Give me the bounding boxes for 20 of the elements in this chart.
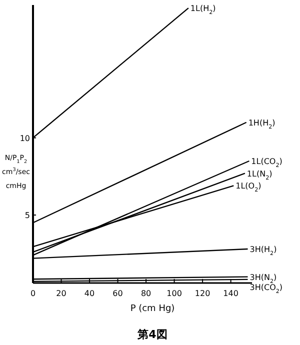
text: 第4図 (136, 328, 168, 341)
series-label: 3H(N$_{2}$) (250, 272, 277, 285)
series-label: 3H(CO$_{2}$) (250, 282, 283, 295)
x-tick-label: 100 (166, 289, 182, 298)
series-label: 1L(CO$_{2}$) (251, 156, 282, 169)
series-label: 1L(H$_{2}$) (190, 4, 216, 16)
x-tick-label: 20 (56, 289, 66, 298)
x-tick-label: 80 (140, 289, 152, 298)
series-label: 1L(O$_{2}$) (236, 182, 262, 194)
series-label: 1L(N$_{2}$) (246, 169, 272, 182)
x-tick-label: 0 (30, 289, 36, 298)
series-label: 3H(H$_{2}$) (250, 245, 277, 258)
x-axis-title: P (cm Hg) (130, 304, 175, 314)
y-tick-label: 10 (20, 134, 30, 143)
x-tick-label: 60 (112, 289, 123, 298)
x-tick-label: 40 (84, 289, 95, 298)
series-label: 1H(H$_{2}$) (248, 118, 276, 130)
x-tick-label: 140 (223, 289, 238, 298)
y-tick-label: 5 (24, 211, 30, 220)
x-tick-label: 120 (194, 289, 210, 298)
